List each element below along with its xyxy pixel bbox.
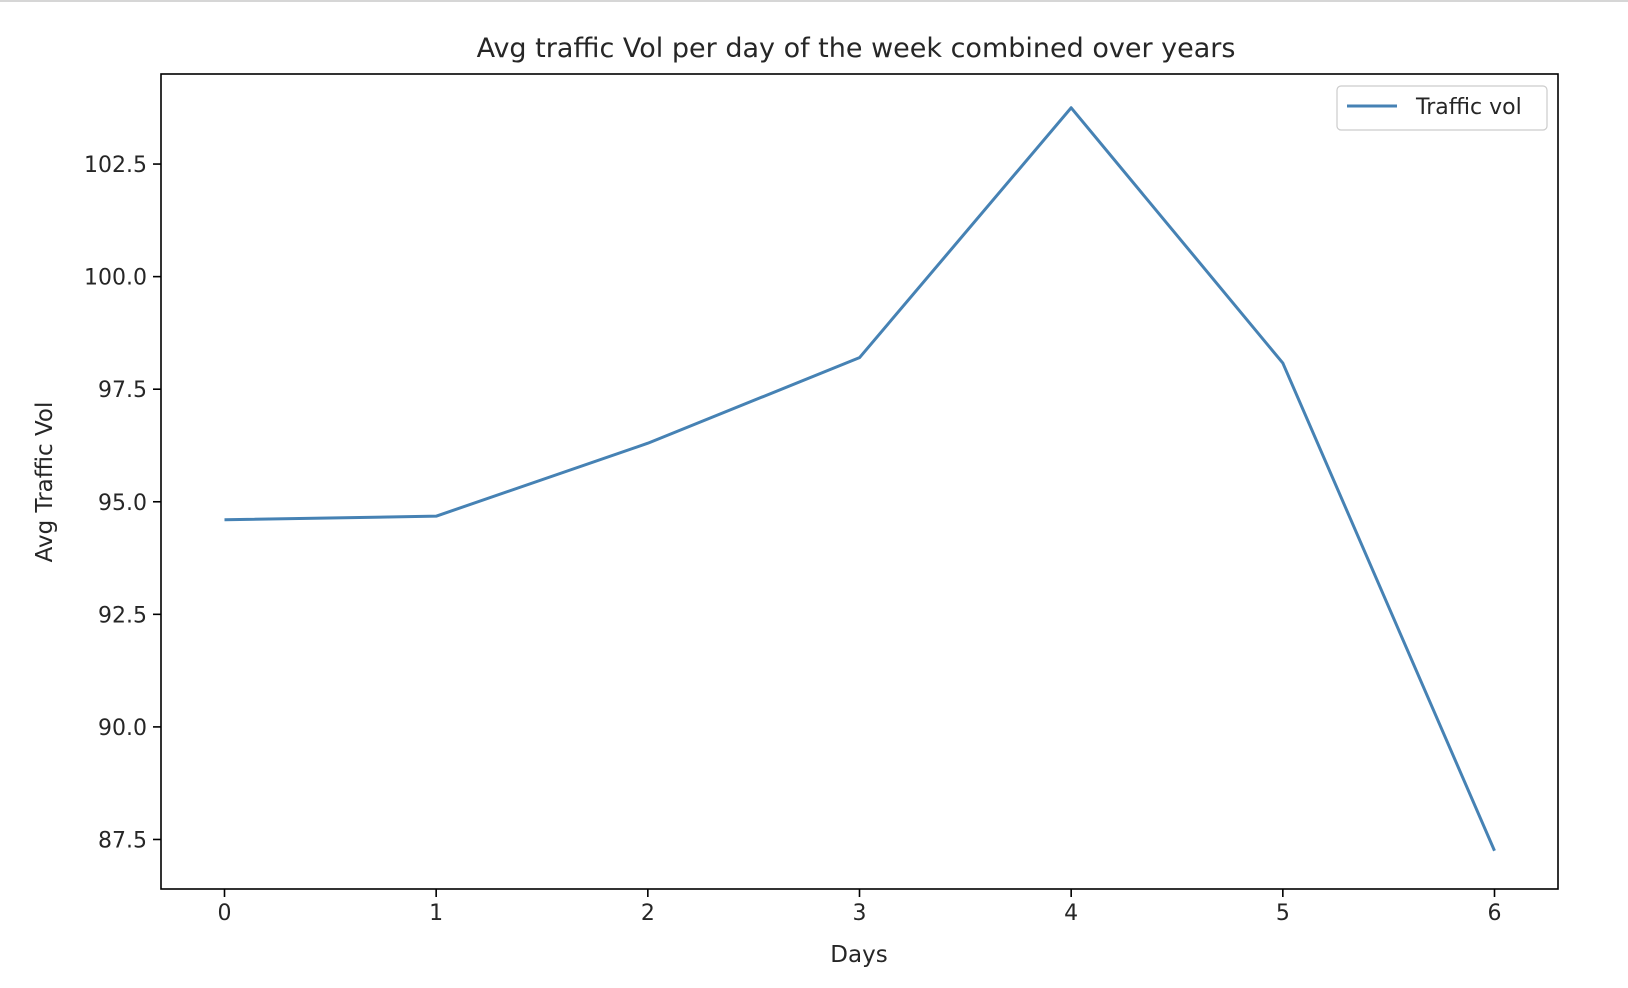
y-tick-label: 90.0 [98, 716, 147, 741]
x-tick-label: 4 [1064, 901, 1078, 926]
y-tick-label: 102.5 [84, 153, 147, 178]
y-tick-label: 97.5 [98, 378, 147, 403]
x-tick-label: 5 [1276, 901, 1290, 926]
x-tick-label: 2 [641, 901, 655, 926]
y-tick-label: 100.0 [84, 266, 147, 291]
legend-box [1336, 85, 1548, 131]
x-tick-label: 0 [218, 901, 232, 926]
chart-title: Avg traffic Vol per day of the week comb… [477, 33, 1236, 64]
x-tick-label: 1 [429, 901, 443, 926]
legend: Traffic vol [1336, 85, 1548, 131]
plot-frame [160, 73, 1559, 890]
y-tick-label: 87.5 [98, 828, 147, 853]
x-tick-label: 6 [1488, 901, 1502, 926]
x-tick-label: 3 [853, 901, 867, 926]
y-axis: 87.5 90.0 92.5 95.0 97.5 100.0 102.5 [84, 153, 161, 853]
legend-label: Traffic vol [1415, 95, 1522, 120]
x-axis-label: Days [830, 942, 887, 968]
x-axis: 0 1 2 3 4 5 6 [218, 889, 1502, 926]
y-axis-label: Avg Traffic Vol [32, 402, 58, 563]
top-divider [0, 0, 1628, 2]
series-layer [224, 106, 1496, 852]
series-line-0 [224, 106, 1496, 852]
y-tick-label: 95.0 [98, 491, 147, 516]
y-tick-label: 92.5 [98, 603, 147, 628]
